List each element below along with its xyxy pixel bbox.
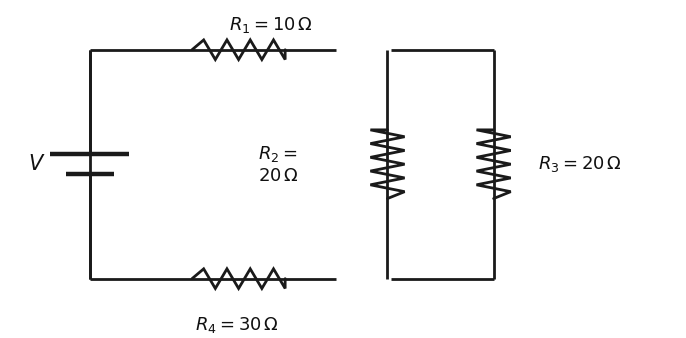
- Text: $R_3 = 20\,\Omega$: $R_3 = 20\,\Omega$: [538, 154, 622, 174]
- Text: $R_4 = 30\,\Omega$: $R_4 = 30\,\Omega$: [195, 315, 279, 335]
- Text: $V$: $V$: [27, 154, 45, 174]
- Text: $R_2 =$
$20\,\Omega$: $R_2 =$ $20\,\Omega$: [258, 144, 298, 185]
- Text: $R_1 = 10\,\Omega$: $R_1 = 10\,\Omega$: [229, 16, 313, 35]
